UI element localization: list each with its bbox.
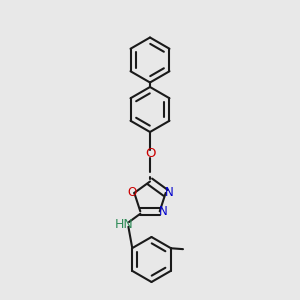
Text: HN: HN [115, 218, 134, 231]
Text: O: O [145, 147, 155, 160]
Text: O: O [127, 186, 136, 200]
Text: N: N [159, 205, 168, 218]
Text: N: N [165, 186, 174, 200]
